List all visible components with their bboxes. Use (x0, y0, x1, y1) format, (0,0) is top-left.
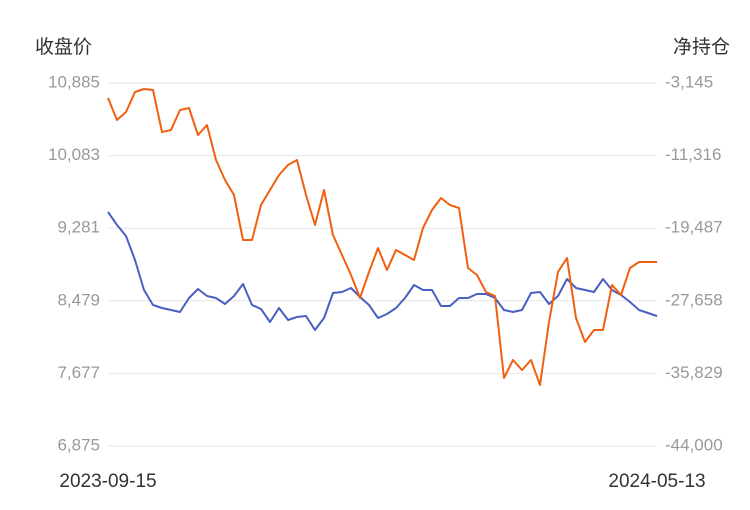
y-tick-label: 7,677 (57, 363, 100, 382)
y-tick-label: 9,281 (57, 218, 100, 237)
y-tick-label: 8,479 (57, 290, 100, 309)
series-line (107, 88, 657, 386)
y2-tick-label: -44,000 (665, 435, 723, 454)
y-tick-label: 6,875 (57, 435, 100, 454)
y-axis-title: 收盘价 (35, 36, 92, 58)
y-tick-label: 10,885 (48, 72, 100, 91)
series-line (107, 211, 658, 331)
y2-tick-label: -19,487 (665, 218, 723, 237)
y2-tick-label: -11,316 (665, 145, 721, 164)
y2-tick-label: -27,658 (665, 290, 723, 309)
y2-tick-label: -35,829 (665, 363, 723, 382)
x-tick-label: 2023-09-15 (59, 471, 156, 492)
y2-axis-title: 净持仓 (673, 36, 730, 58)
y-tick-label: 10,083 (48, 145, 100, 164)
y2-tick-label: -3,145 (665, 72, 713, 91)
x-tick-label: 2024-05-13 (608, 471, 705, 492)
